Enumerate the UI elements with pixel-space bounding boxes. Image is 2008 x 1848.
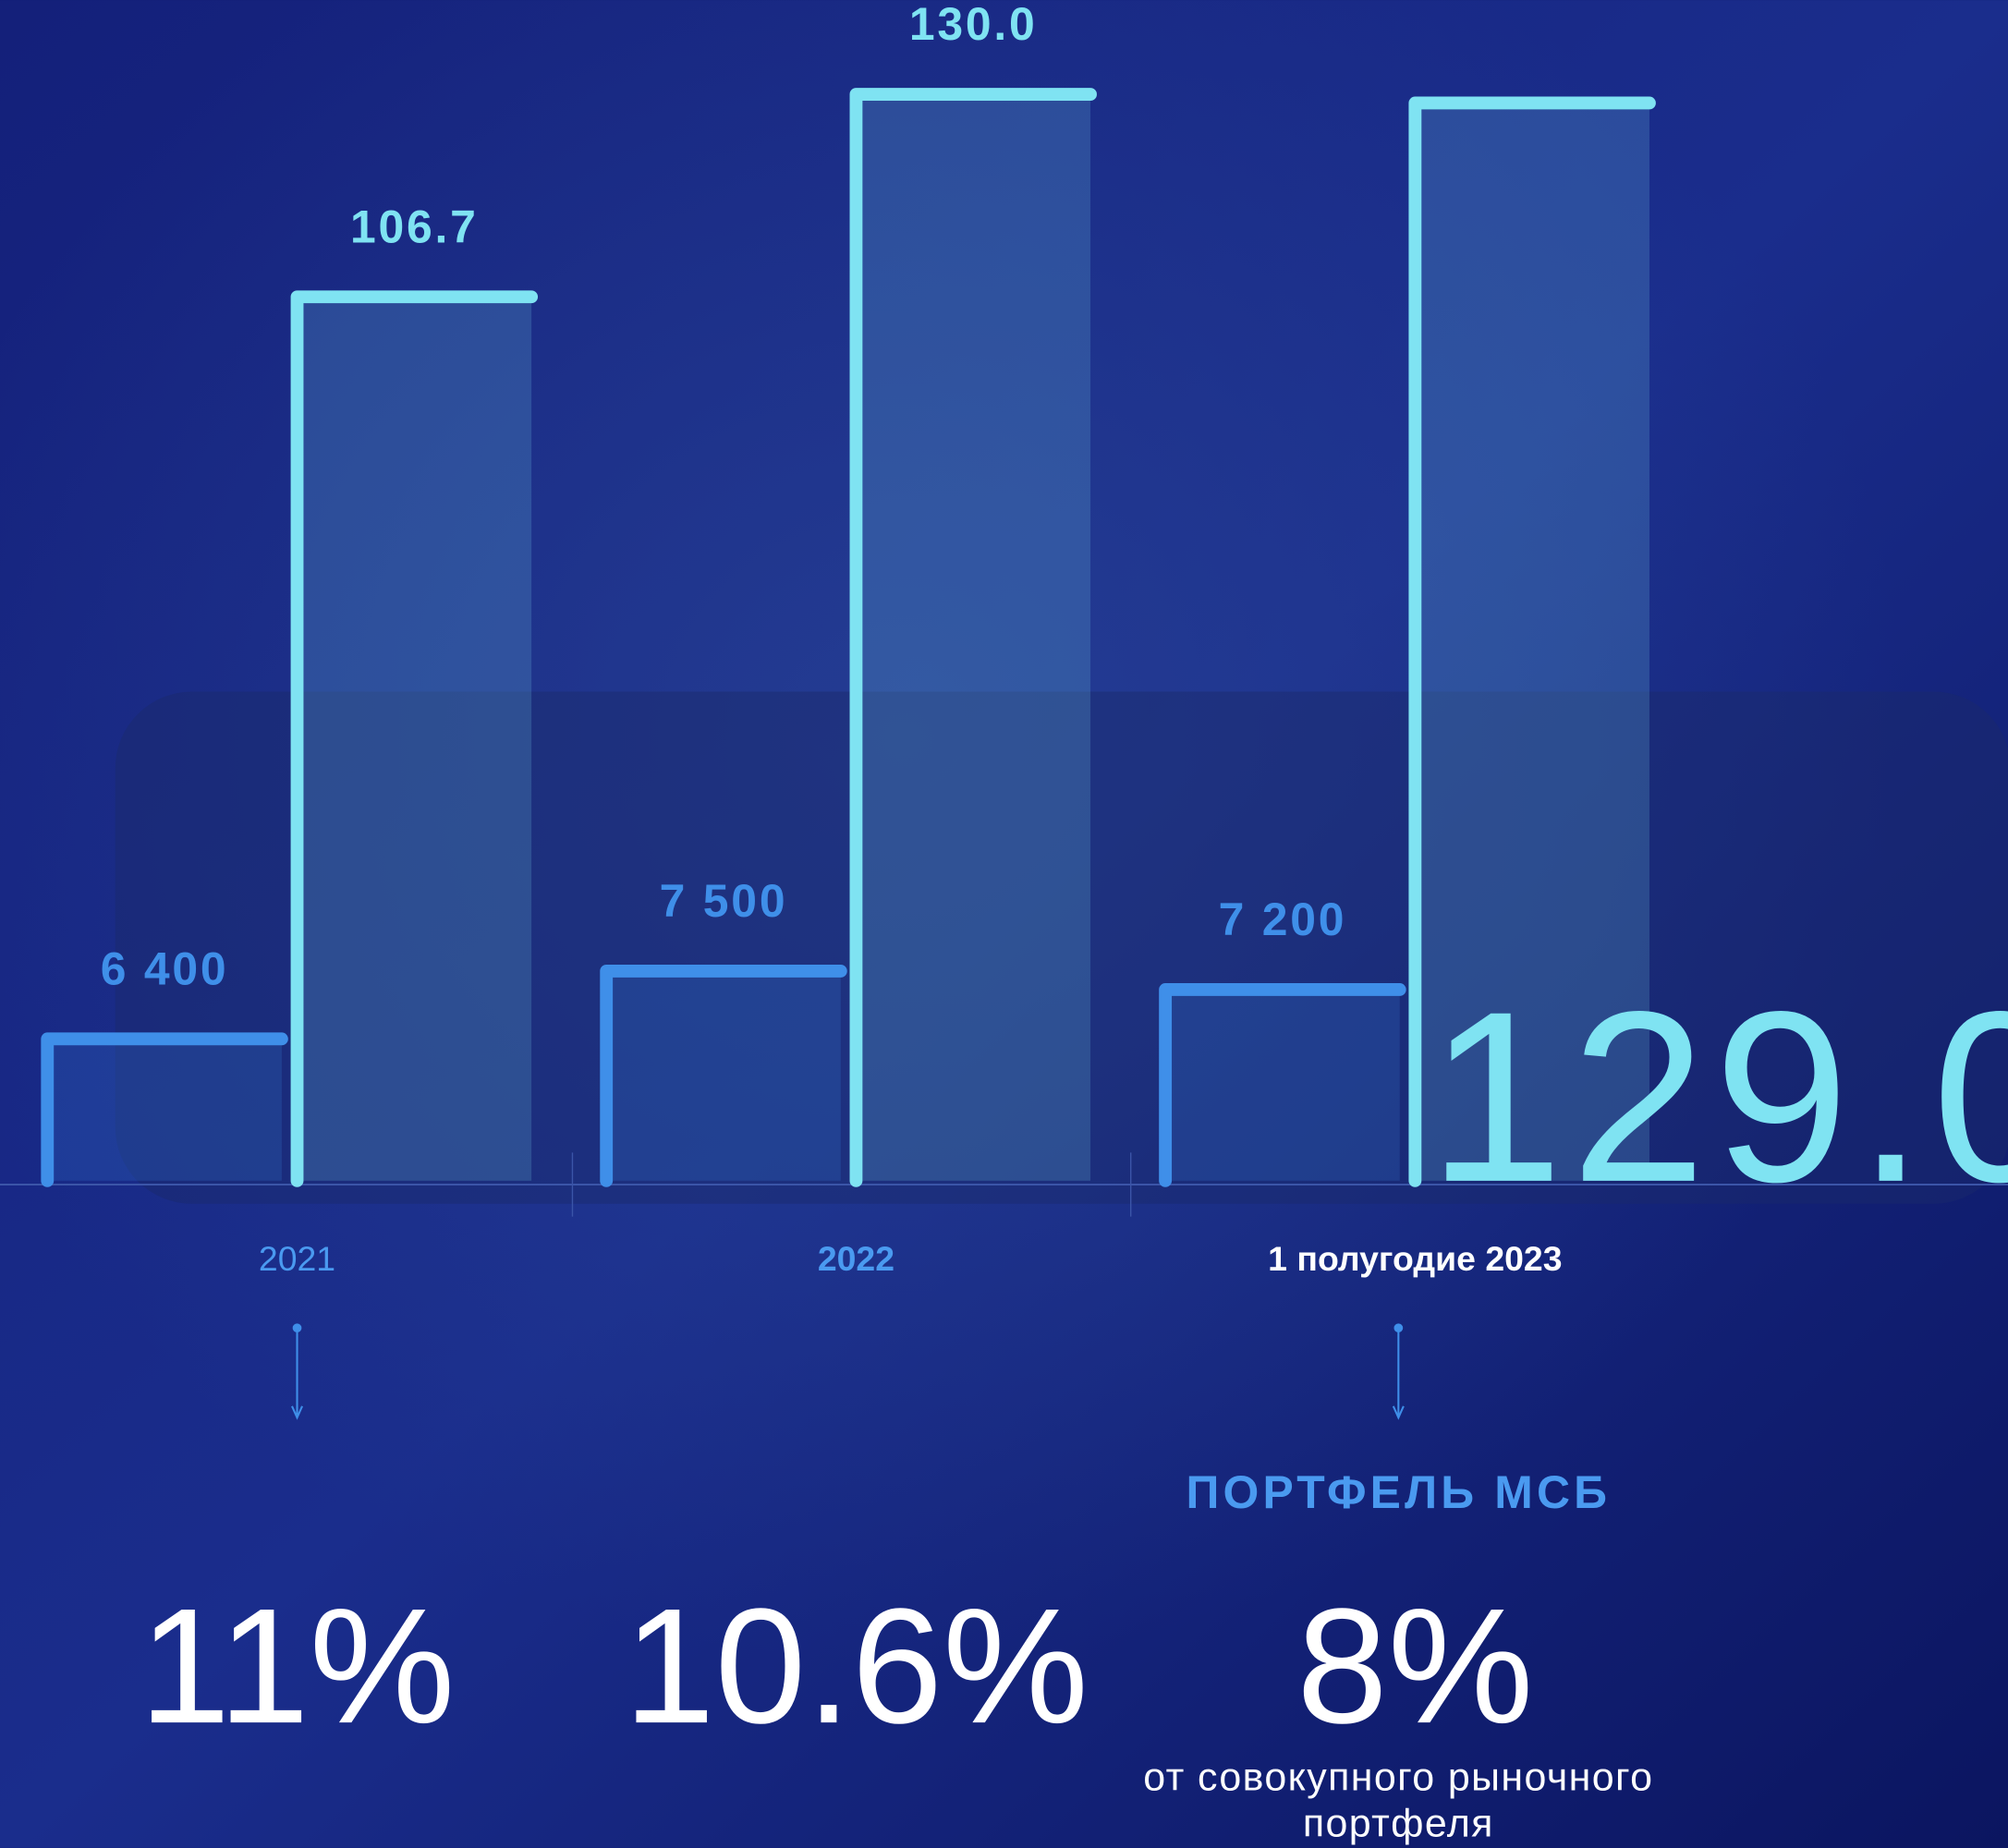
x-tick-label: 2021 [259,1239,335,1278]
value-label: 7 200 [1219,894,1347,945]
bar [47,1039,282,1180]
share-value: 8% [1296,1574,1533,1757]
x-tick-label: 2022 [818,1239,894,1278]
caption-box: от совокупного рыночного портфеля [1127,1755,1671,1848]
section-title: ПОРТФЕЛЬ МСБ [1187,1466,1612,1518]
page: {"chart_data": {"type": "bar", "categori… [0,0,2008,1848]
share-value: 10.6% [624,1574,1089,1757]
value-label: 106.7 [350,201,479,252]
x-tick-label: 1 полугодие 2023 [1268,1239,1562,1278]
bar [606,971,841,1181]
bar [1165,990,1400,1181]
value-label: 6 400 [101,942,229,994]
share-value: 11% [140,1574,456,1757]
value-label: 129.0 [1428,961,2008,1233]
chart: ПОРТФЕЛЬ МСБ от совокупного рыночного по… [0,0,2008,1848]
value-label: 130.0 [909,0,1038,50]
caption: от совокупного рыночного портфеля [1127,1755,1671,1847]
bar [298,297,532,1181]
value-label: 7 500 [660,875,788,927]
bar [856,94,1090,1181]
